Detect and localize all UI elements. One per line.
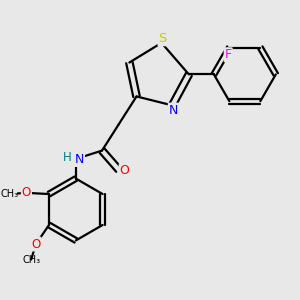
Text: O: O — [22, 186, 31, 200]
Text: N: N — [75, 153, 84, 166]
Text: F: F — [225, 48, 232, 61]
Text: N: N — [169, 103, 178, 117]
Text: O: O — [31, 238, 40, 250]
Text: CH₃: CH₃ — [1, 189, 19, 199]
Text: S: S — [158, 32, 167, 45]
Text: H: H — [63, 151, 72, 164]
Text: CH₃: CH₃ — [22, 254, 40, 265]
Text: O: O — [120, 164, 130, 177]
